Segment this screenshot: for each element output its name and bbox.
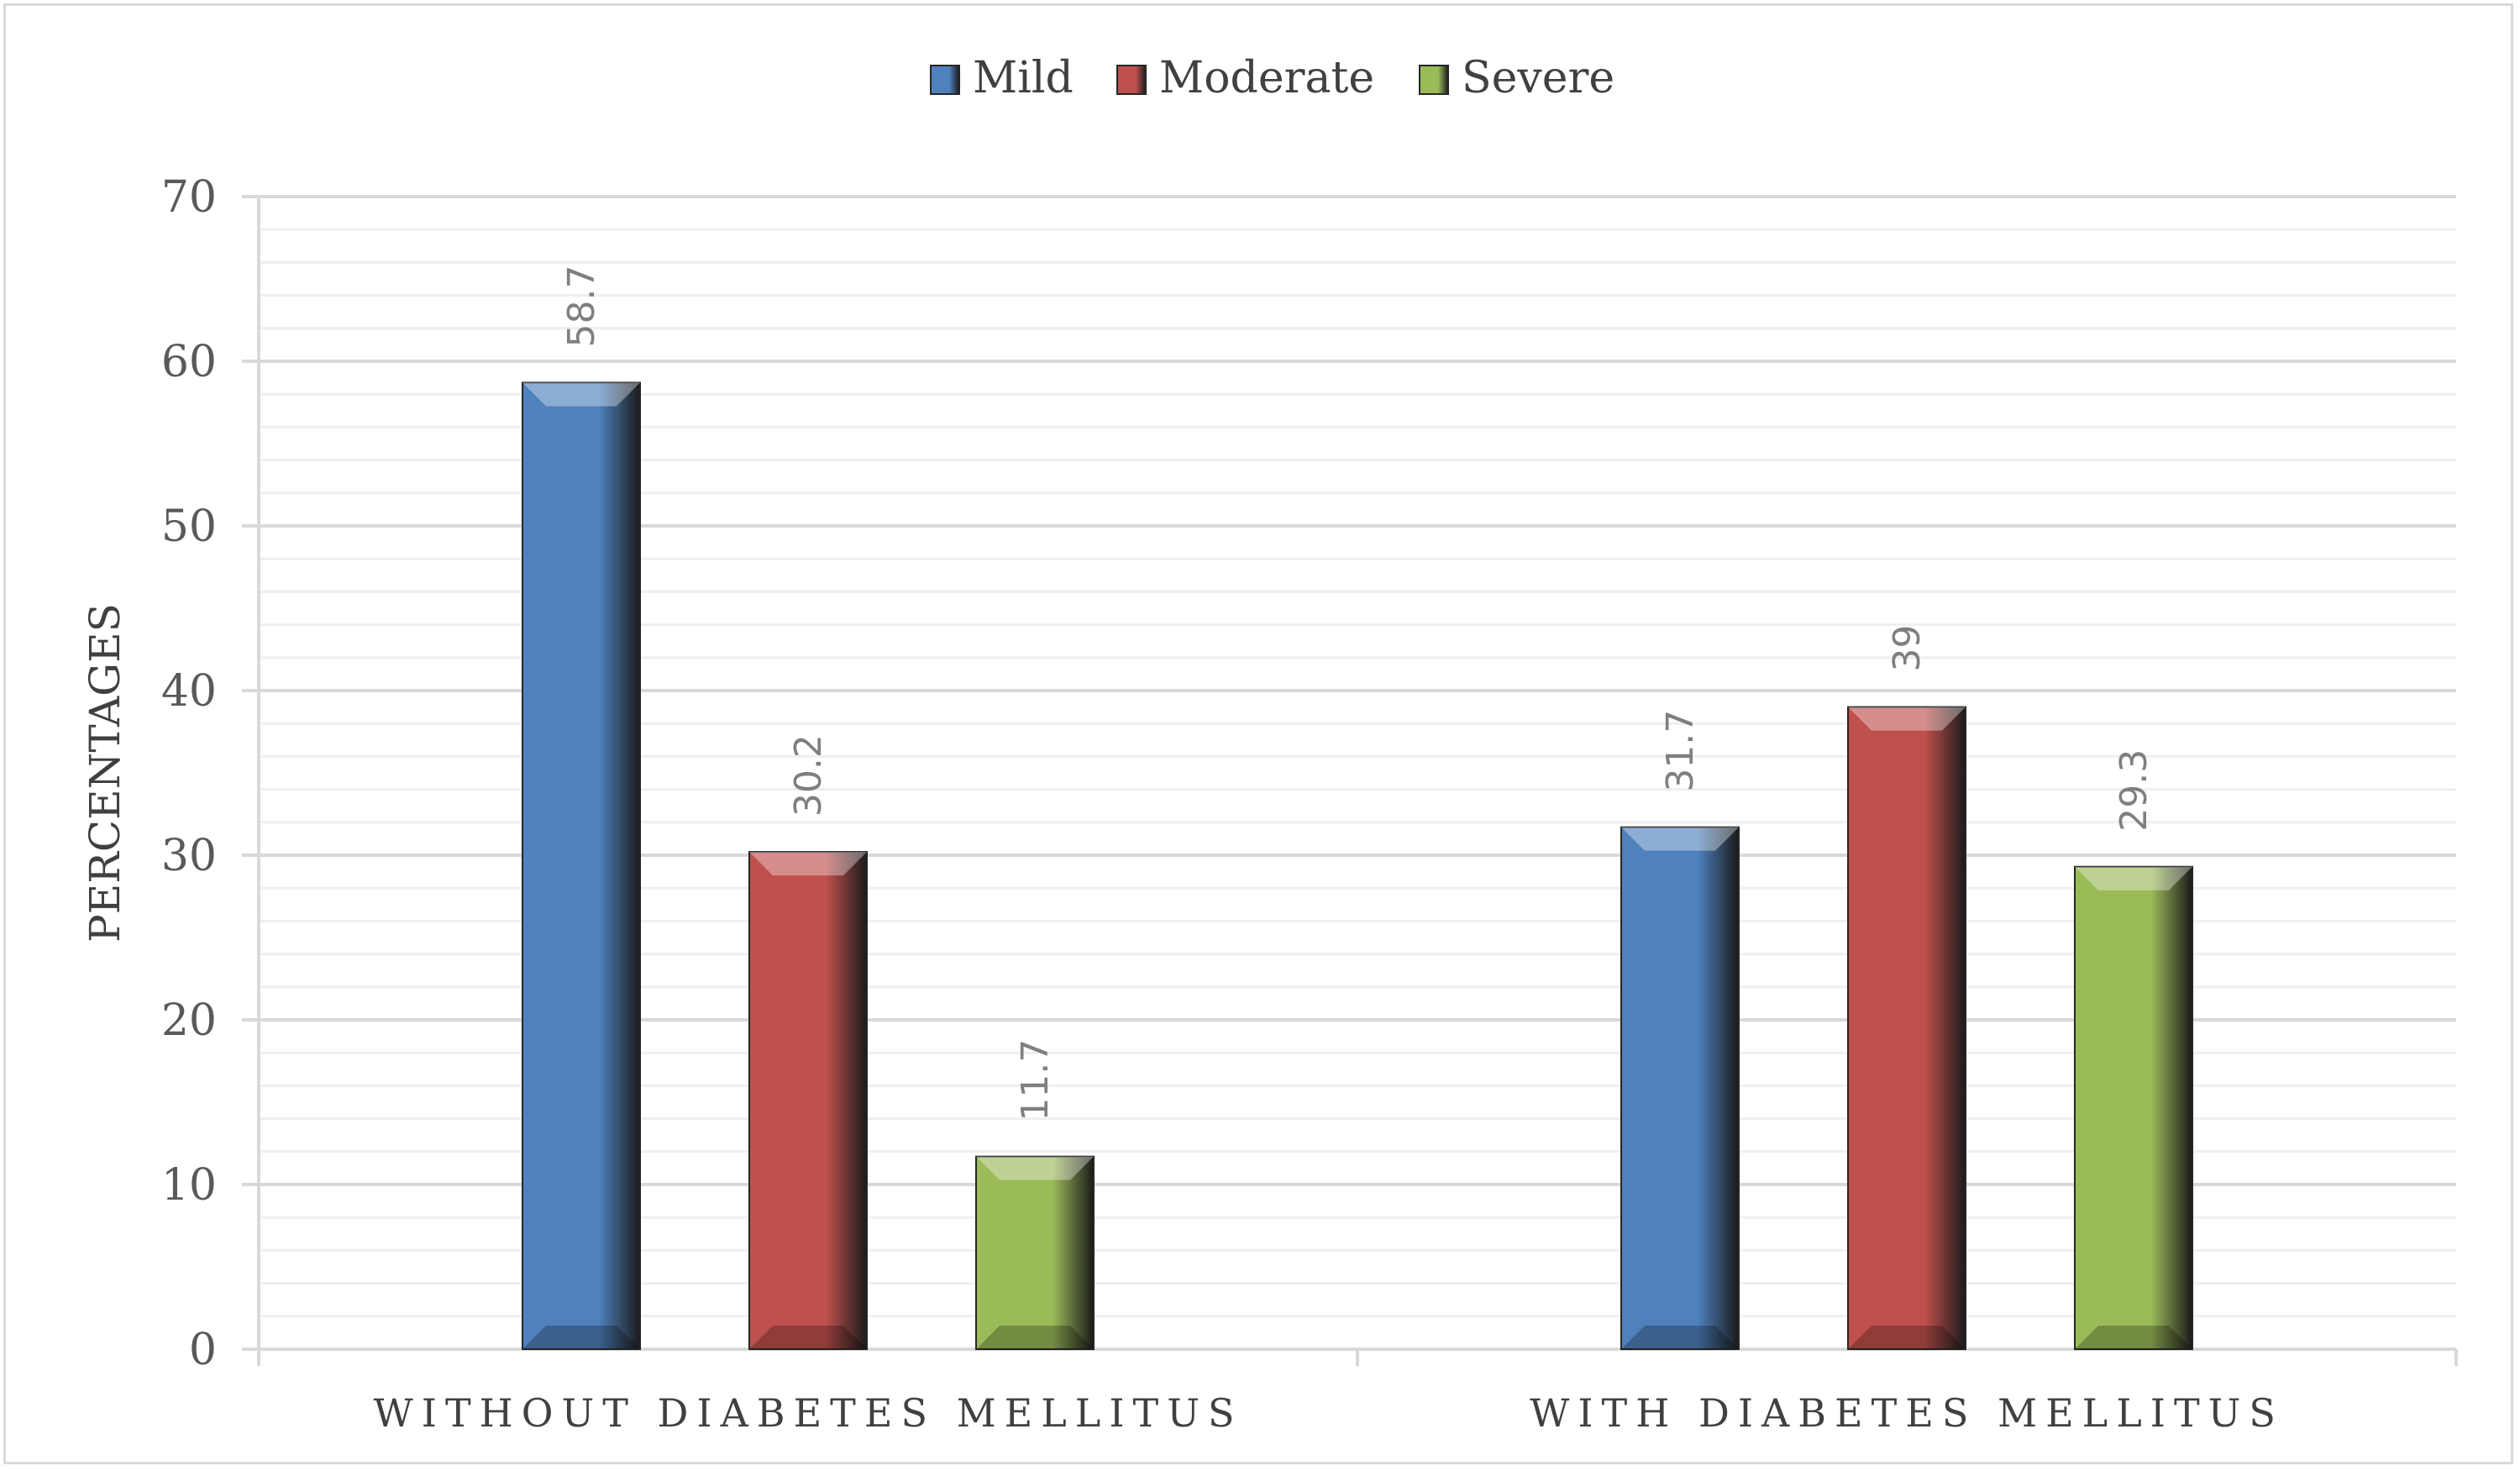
legend-item-severe: Severe [1419,53,1614,103]
bar-bevel-bottom [749,1326,867,1349]
data-label: 39 [1886,625,1929,672]
bar-bevel-bottom [1621,1326,1739,1349]
bar-bevel-bottom [2075,1326,2192,1349]
legend: Mild Moderate Severe [930,53,1614,103]
bar-severe [975,1155,1095,1351]
y-tick-label: 30 [161,831,217,881]
data-labels: 58.7 30.2 11.7 31.7 39 29.3 [560,265,2155,1122]
legend-swatch [1116,65,1147,95]
legend-label: Moderate [1159,53,1374,103]
legend-label: Mild [973,53,1074,103]
bar-moderate [1847,706,1966,1350]
axes: 0 10 20 30 40 50 60 70 WITHOUT DIABETES MELLITUS… [161,172,2458,1436]
bar-mild [522,381,641,1351]
data-label: 30.2 [787,734,830,817]
bar-bevel-top [1848,707,1966,731]
legend-swatch [930,65,960,95]
legend-label: Severe [1462,53,1614,103]
y-tick-label: 70 [161,172,217,223]
x-category-label: WITH DIABETES MELLITUS [1530,1390,2284,1436]
bar-bevel-top [2075,866,2192,890]
legend-item-mild: Mild [930,53,1074,103]
bar-bevel-bottom [1848,1326,1966,1349]
bar-bevel-bottom [522,1326,640,1349]
y-tick-label: 40 [161,666,217,717]
bars [522,381,2193,1351]
y-tick-label: 20 [161,996,217,1046]
bar-bevel-bottom [976,1326,1094,1349]
data-label: 29.3 [2113,749,2155,832]
bar-bevel-top [749,852,867,876]
bar-severe [2074,865,2193,1350]
bar-moderate [748,851,868,1350]
data-label: 11.7 [1014,1039,1057,1122]
x-category-label: WITHOUT DIABETES MELLITUS [374,1390,1243,1436]
bar-bevel-top [1621,827,1739,851]
data-label: 31.7 [1659,710,1702,792]
bar-mild [1620,826,1740,1350]
y-tick-label: 60 [161,337,217,387]
legend-swatch [1419,65,1449,95]
bar-bevel-top [976,1156,1094,1180]
data-label: 58.7 [560,265,603,348]
y-tick-label: 10 [161,1160,217,1211]
y-tick-label: 0 [189,1325,217,1375]
bar-bevel-top [522,382,640,407]
y-tick-label: 50 [161,502,217,552]
y-axis-title: PERCENTAGES [81,603,129,943]
legend-item-moderate: Moderate [1116,53,1374,103]
